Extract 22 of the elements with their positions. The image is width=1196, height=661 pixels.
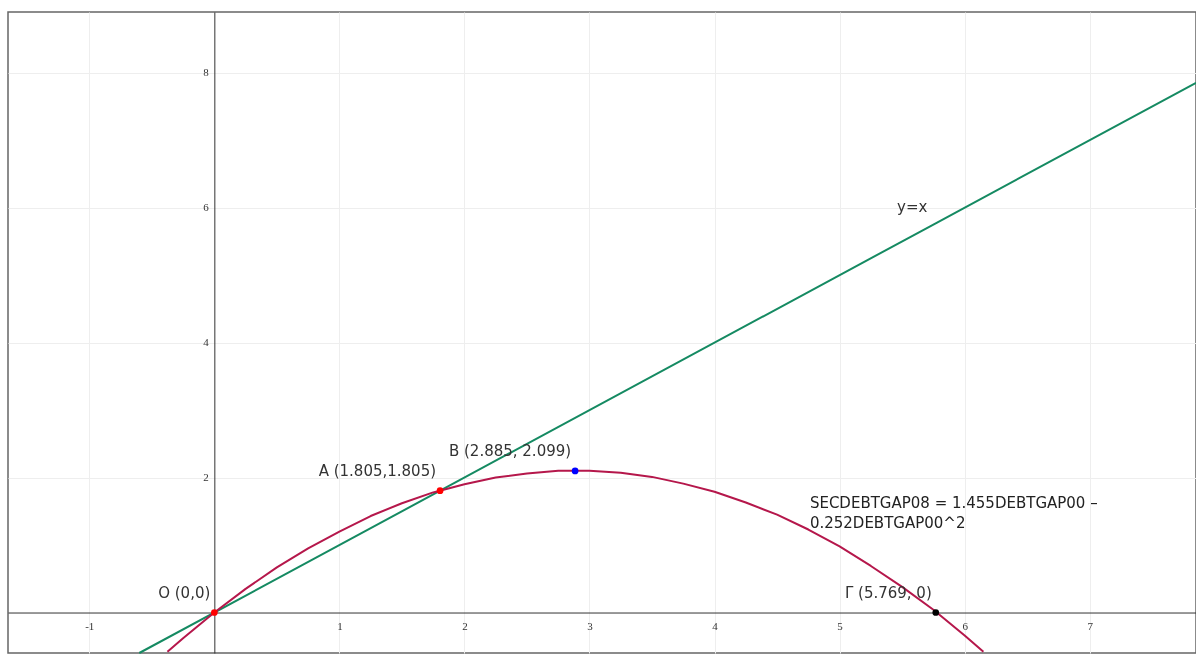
point <box>571 467 579 475</box>
x-tick-label: 6 <box>962 620 969 633</box>
x-tick-label: 5 <box>837 620 844 633</box>
y-tick-label: 2 <box>203 471 209 484</box>
x-tick-label: 1 <box>337 620 343 633</box>
x-tick-label: 2 <box>462 620 468 633</box>
y-tick-label: 4 <box>203 336 210 349</box>
annotation: SECDEBTGAP08 = 1.455DEBTGAP00 – 0.252DEBTGAP00^2 <box>809 493 1098 532</box>
series-label: Γ (5.769, 0) <box>844 583 932 602</box>
series-label: y=x <box>897 197 928 216</box>
point <box>210 609 218 616</box>
series-label: A (1.805,1.805) <box>318 461 437 480</box>
y-tick-label: 6 <box>203 201 210 214</box>
x-tick-label: 4 <box>712 620 719 633</box>
series-label: B (2.885, 2.099) <box>448 441 572 460</box>
point <box>932 609 940 616</box>
point <box>436 487 444 495</box>
x-tick-label: -1 <box>85 620 95 633</box>
series-label: O (0,0) <box>158 583 211 602</box>
y-tick-label: 8 <box>203 66 210 79</box>
x-tick-label: 7 <box>1087 620 1094 633</box>
x-tick-label: 3 <box>587 620 594 633</box>
